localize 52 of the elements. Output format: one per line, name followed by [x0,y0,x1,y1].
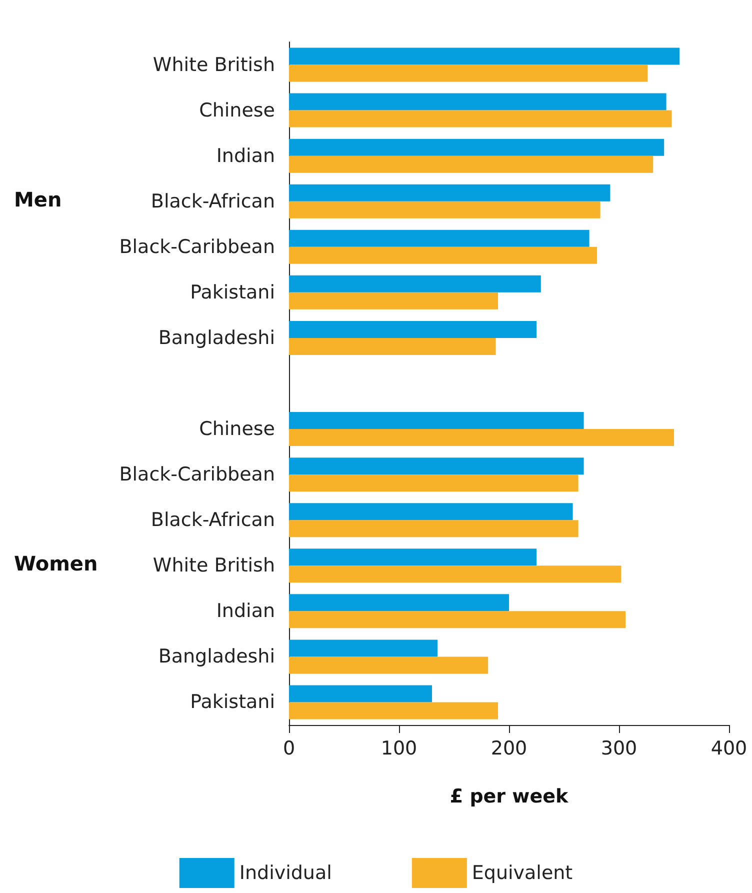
bar [289,246,597,264]
bar [289,429,674,446]
bar [289,48,680,65]
x-tick-label: 300 [600,738,638,760]
y-tick-label: White British [152,554,275,577]
bar [289,292,498,310]
bar [289,548,536,566]
text: Men [14,187,62,212]
x-tick-label: 0 [282,738,296,760]
y-tick-label: Pakistani [190,691,275,714]
bar [289,138,664,156]
bar [289,320,536,338]
y-tick-label: Bangladeshi [158,646,275,668]
bar [289,520,578,538]
x-tick-label: 100 [380,738,418,760]
y-tick-label: Black-African [150,509,275,532]
x-tick-label: 400 [710,738,748,760]
y-tick-label: Chinese [199,418,275,440]
bar [289,110,672,128]
y-tick-label: Black-Caribbean [119,236,275,258]
bar [289,156,654,173]
bar [289,702,498,720]
bar [289,201,600,218]
bar [289,412,584,430]
y-tick-label: Pakistani [190,281,275,304]
y-tick-label: Indian [216,144,275,167]
bar [289,230,590,247]
y-tick-label: White British [152,54,275,76]
bar [289,685,432,702]
x-axis-title: £ per week [450,786,568,808]
bar [289,566,622,583]
y-tick-label: Chinese [199,99,275,122]
y-tick-label: Black-African [150,190,275,212]
bar [289,338,496,355]
bar [289,93,666,110]
bar [289,503,573,520]
bar [289,640,438,657]
legend-label: Individual [239,862,332,884]
bar [289,275,541,292]
bar [289,184,610,202]
bar [289,458,584,475]
y-tick-label: Indian [216,600,275,622]
x-tick-label: 200 [490,738,528,760]
bar [289,594,509,612]
bar [289,64,648,82]
bar [289,474,578,492]
legend-label: Equivalent [472,862,573,884]
text: Women [14,552,98,576]
bar [289,656,488,674]
y-tick-label: Black-Caribbean [119,464,275,486]
bar [289,611,626,628]
y-tick-label: Bangladeshi [158,326,275,349]
